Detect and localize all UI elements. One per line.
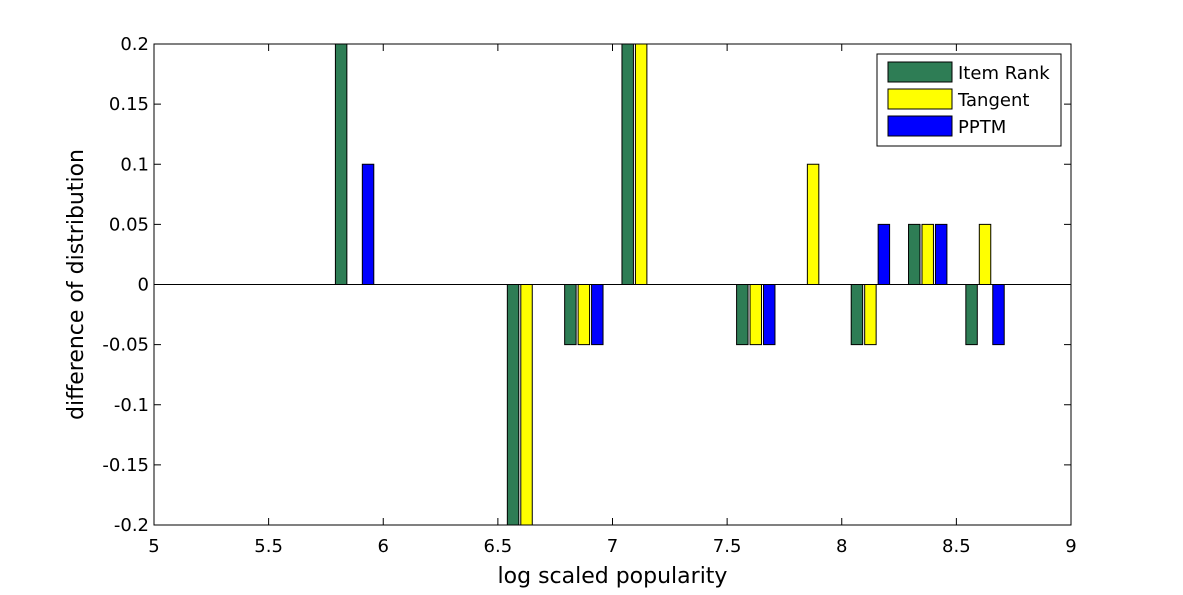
x-tick-label: 5.5 [254, 536, 283, 557]
y-axis-label: difference of distribution [64, 149, 89, 420]
bar-tangent-8 [978, 223, 992, 285]
y-tick-label: 0.15 [109, 94, 149, 115]
bar-item-rank-2 [564, 284, 577, 346]
y-tick-label: 0 [138, 275, 149, 296]
x-tick-label: 5 [148, 536, 159, 557]
x-tick-label: 7.5 [713, 536, 742, 557]
bar-pptm-7 [934, 223, 948, 285]
y-tick-label: 0.2 [120, 34, 149, 55]
x-tick-label: 9 [1065, 536, 1076, 557]
bar-tangent-3 [634, 43, 648, 285]
legend-swatch-item-rank [887, 61, 953, 83]
x-axis-label: log scaled popularity [498, 564, 728, 589]
legend-swatch-pptm [887, 115, 953, 137]
bar-tangent-7 [921, 223, 934, 285]
bar-item-rank-6 [850, 284, 864, 346]
bar-pptm-0 [361, 163, 375, 285]
y-tick-label: 0.05 [109, 214, 149, 235]
bar-item-rank-4 [736, 284, 749, 346]
bar-item-rank-7 [908, 223, 921, 285]
bar-pptm-6 [877, 223, 891, 285]
bar-pptm-4 [763, 284, 776, 346]
y-tick-label: -0.1 [114, 395, 149, 416]
bar-item-rank-0 [334, 43, 348, 285]
x-tick-label: 6.5 [484, 536, 513, 557]
bar-tangent-4 [749, 284, 763, 346]
bar-pptm-8 [992, 284, 1005, 346]
bar-item-rank-1 [506, 284, 520, 526]
x-tick-label: 6 [378, 536, 389, 557]
bar-pptm-2 [591, 284, 604, 346]
x-tick-label: 7 [607, 536, 618, 557]
bar-tangent-5 [806, 163, 820, 285]
y-tick-label: -0.15 [102, 455, 149, 476]
legend-label-tangent: Tangent [957, 90, 1029, 111]
x-tick-label: 8.5 [942, 536, 971, 557]
bar-tangent-6 [864, 284, 877, 346]
legend: Item Rank Tangent PPTM [876, 53, 1062, 147]
bar-item-rank-3 [621, 43, 634, 285]
y-tick-label: -0.2 [114, 515, 149, 536]
bar-item-rank-8 [965, 284, 978, 346]
ticks-layer: 5 5.5 6 6.5 7 7.5 8 8.5 9 -0.2 -0.15 -0.1 -0.05 0 0.05… [102, 34, 1076, 557]
bar-tangent-2 [577, 284, 591, 346]
y-tick-label: -0.05 [102, 335, 149, 356]
bar-tangent-1 [520, 284, 533, 526]
y-tick-label: 0.1 [120, 154, 149, 175]
x-tick-label: 8 [836, 536, 847, 557]
legend-label-item-rank: Item Rank [958, 63, 1050, 84]
legend-swatch-tangent [887, 88, 953, 110]
legend-label-pptm: PPTM [958, 117, 1006, 138]
